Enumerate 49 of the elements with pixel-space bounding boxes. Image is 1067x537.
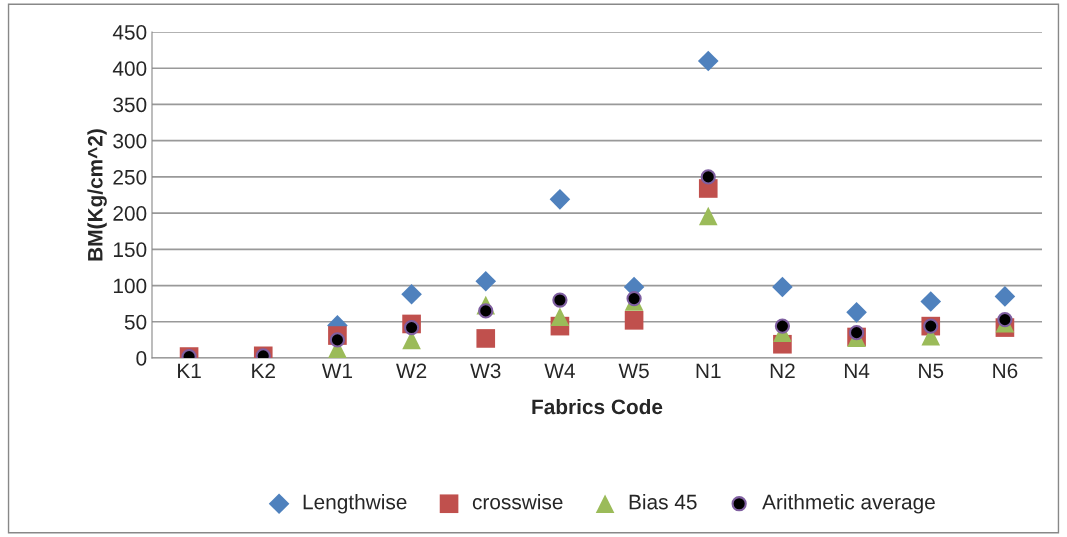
y-tick-label: 350	[113, 97, 147, 113]
point	[774, 318, 791, 334]
x-tick-label: W3	[470, 363, 501, 379]
y-tick-label: 200	[113, 206, 147, 221]
point	[475, 270, 497, 292]
point	[920, 291, 942, 312]
y-tick-label: 450	[112, 25, 147, 40]
point	[697, 50, 719, 72]
point	[997, 311, 1013, 328]
point	[994, 286, 1016, 307]
y-tick-label: 100	[113, 278, 147, 294]
x-tick-label: W2	[396, 363, 427, 378]
point	[476, 329, 496, 348]
y-tick-label: 300	[113, 133, 147, 149]
point	[700, 169, 716, 185]
point	[772, 276, 793, 298]
y-tick-label: 150	[113, 242, 147, 258]
x-tick-label: N2	[770, 363, 795, 378]
y-tick-label: 250	[113, 169, 147, 185]
x-tick-label: W1	[321, 363, 353, 378]
x-tick-label: N4	[844, 363, 870, 378]
point	[848, 325, 865, 341]
point	[698, 206, 718, 226]
x-tick-label: K2	[252, 363, 275, 378]
y-tick-label: 0	[136, 351, 147, 366]
legend-label: Arithmetic average	[762, 494, 935, 514]
point	[403, 319, 420, 336]
point	[401, 283, 422, 305]
x-axis-title: Fabrics Code	[532, 398, 663, 415]
point	[478, 303, 494, 319]
x-tick-label: N1	[696, 363, 721, 378]
point	[549, 189, 571, 210]
point	[624, 311, 644, 330]
point	[329, 332, 346, 348]
x-tick-label: W4	[544, 363, 575, 378]
legend-label: Bias 45	[629, 494, 697, 510]
legend-label: Lengthwise	[303, 494, 407, 514]
point	[552, 292, 568, 308]
y-axis-title: BM(Kg/cm^2)	[87, 129, 107, 261]
point	[846, 302, 867, 323]
x-tick-label: N6	[993, 363, 1018, 379]
x-tick-label: N5	[919, 363, 944, 379]
x-tick-label: W5	[618, 363, 649, 379]
legend-label: crosswise	[472, 494, 563, 510]
y-tick-label: 50	[124, 314, 147, 330]
x-tick-label: K1	[178, 363, 201, 378]
y-tick-label: 400	[112, 61, 147, 76]
point	[550, 307, 570, 327]
point	[626, 290, 642, 307]
